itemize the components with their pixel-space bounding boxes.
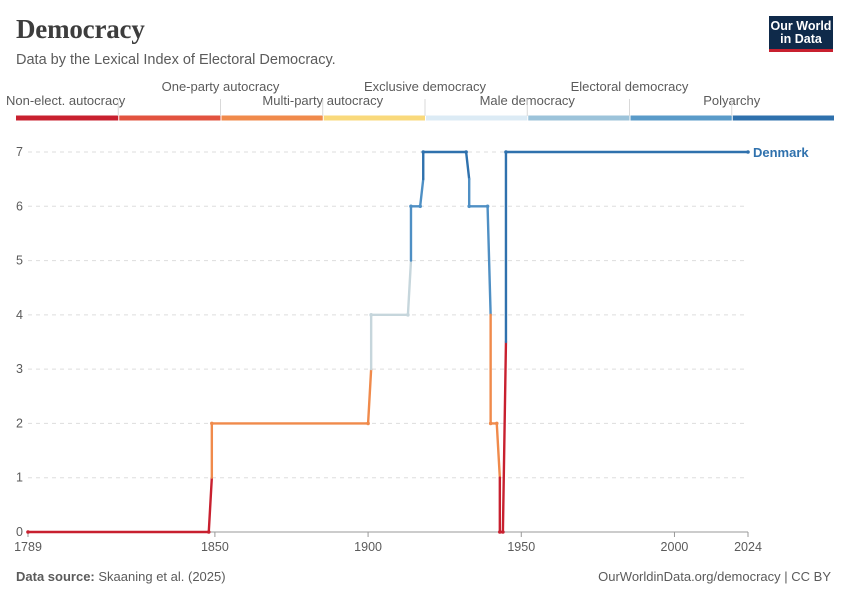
chart-subtitle: Data by the Lexical Index of Electoral D… bbox=[16, 52, 336, 68]
legend-swatch-1 bbox=[119, 115, 221, 121]
legend-label-0: Non-elect. autocracy bbox=[6, 93, 126, 108]
series-point-0-3 bbox=[366, 421, 370, 426]
series-step-a-0-11 bbox=[486, 205, 492, 317]
series-step-a-0-9 bbox=[464, 150, 471, 181]
series-point-0-11 bbox=[485, 204, 490, 209]
series-step-a-0-13 bbox=[495, 422, 502, 479]
series-point-0-12 bbox=[488, 421, 493, 426]
footer-url[interactable]: OurWorldinData.org/democracy | CC BY bbox=[598, 569, 831, 584]
legend-swatch-4 bbox=[426, 115, 528, 121]
legend-swatch-2 bbox=[221, 115, 323, 121]
y-tick-label-5: 5 bbox=[16, 254, 23, 268]
series-point-0-6 bbox=[409, 204, 413, 209]
owid-logo[interactable]: Our World in Data bbox=[769, 16, 833, 52]
y-tick-label-4: 4 bbox=[16, 308, 23, 322]
series-point-0-1 bbox=[206, 530, 211, 534]
x-tick-label-1: 1850 bbox=[201, 540, 229, 554]
logo-line-1: Our World bbox=[770, 18, 832, 33]
series-point-0-8 bbox=[421, 150, 426, 154]
series-point-0-10 bbox=[467, 204, 471, 209]
legend-swatch-3 bbox=[323, 115, 425, 121]
series-label-0: Denmark bbox=[753, 145, 809, 160]
series-point-0-16 bbox=[504, 150, 508, 154]
y-tick-label-2: 2 bbox=[16, 416, 23, 430]
legend-label-5: Electoral democracy bbox=[571, 79, 689, 94]
data-source-label: Data source: bbox=[16, 569, 95, 584]
x-tick-label-5: 2024 bbox=[734, 540, 762, 554]
logo-line-2: in Data bbox=[780, 31, 822, 46]
y-tick-label-6: 6 bbox=[16, 199, 23, 213]
legend-label-3: Exclusive democracy bbox=[364, 79, 487, 94]
chart-title: Democracy bbox=[16, 14, 145, 44]
data-source: Data source: Skaaning et al. (2025) bbox=[16, 569, 226, 584]
legend-swatch-5 bbox=[528, 115, 630, 121]
y-tick-label-3: 3 bbox=[16, 362, 23, 376]
series-point-0-4 bbox=[369, 313, 373, 317]
series-step-a-0-7 bbox=[418, 177, 425, 208]
legend-swatch-0 bbox=[16, 115, 119, 121]
series-step-a-0-5 bbox=[406, 259, 413, 317]
series-point-0-0 bbox=[26, 530, 30, 534]
x-tick-label-0: 1789 bbox=[14, 540, 42, 554]
legend-label-1: One-party autocracy bbox=[162, 79, 280, 94]
legend-swatch-7 bbox=[732, 115, 834, 121]
series-step-a-0-3 bbox=[366, 367, 373, 425]
series-point-0-13 bbox=[494, 421, 499, 426]
x-tick-label-3: 1950 bbox=[507, 540, 535, 554]
y-tick-label-7: 7 bbox=[16, 145, 23, 159]
series-point-0-7 bbox=[418, 204, 422, 209]
series-point-0-2 bbox=[210, 421, 214, 426]
series-point-0-14 bbox=[498, 530, 502, 534]
series-step-a-0-1 bbox=[207, 476, 214, 534]
series-step-a-0-15 bbox=[501, 340, 508, 534]
series-point-0-17 bbox=[746, 150, 750, 154]
x-tick-label-2: 1900 bbox=[354, 540, 382, 554]
y-tick-label-0: 0 bbox=[16, 525, 23, 539]
series-point-0-9 bbox=[464, 150, 468, 154]
x-tick-label-4: 2000 bbox=[661, 540, 689, 554]
legend-swatch-6 bbox=[630, 115, 732, 121]
y-tick-label-1: 1 bbox=[16, 471, 23, 485]
series-point-0-5 bbox=[406, 313, 410, 317]
data-source-text[interactable]: Skaaning et al. (2025) bbox=[98, 569, 226, 584]
series-point-0-15 bbox=[501, 530, 505, 534]
